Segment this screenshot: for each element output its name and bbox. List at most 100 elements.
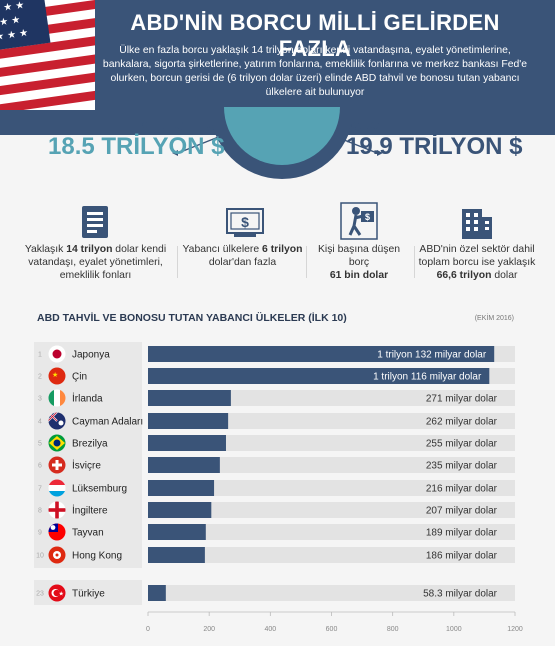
turkey-flag-icon: ★ xyxy=(48,584,66,602)
bar xyxy=(148,390,231,406)
country-label: Türkiye xyxy=(72,589,105,600)
bar-track xyxy=(148,413,515,429)
document-icon xyxy=(82,206,108,238)
bar xyxy=(148,346,495,362)
bar-row-hongkong: 10 Hong Kong 186 milyar dolar xyxy=(36,546,515,564)
debt-label: BORÇ xyxy=(344,119,380,133)
brazil-flag-icon xyxy=(48,434,66,452)
gauge-fill xyxy=(224,107,340,165)
data-label: 235 milyar dolar xyxy=(426,461,498,472)
bar-row-cayman: 4 Cayman Adaları 262 milyar dolar xyxy=(38,412,515,430)
bar xyxy=(148,368,490,384)
bar-row-china: 2 ★ Çin 1 trilyon 116 milyar dolar xyxy=(38,367,515,385)
stat-domestic-debt: Yaklaşık 14 trilyon dolar kendi vatandaş… xyxy=(24,244,167,281)
country-label: Tayvan xyxy=(72,528,104,539)
bar-track xyxy=(148,435,515,451)
svg-text:$: $ xyxy=(241,214,249,230)
rank-label: 7 xyxy=(38,486,42,493)
china-flag-icon: ★ xyxy=(48,367,66,385)
hongkong-flag-icon xyxy=(48,546,66,564)
debt-pointer xyxy=(333,135,378,154)
data-label: 1 trilyon 116 milyar dolar xyxy=(373,372,482,383)
stat-divider xyxy=(414,246,415,278)
stat-debt-per-capita: Kişi başına düşen borç 61 bin dolar xyxy=(317,244,401,281)
svg-text:★: ★ xyxy=(59,591,64,598)
rank-label: 10 xyxy=(36,553,44,560)
rank-label: 1 xyxy=(38,352,42,359)
japan-flag-icon xyxy=(48,345,66,363)
bar xyxy=(148,457,220,473)
bar-row-switzerland: 6 İsviçre 235 milyar dolar xyxy=(38,456,515,474)
income-value: 18.5 TRİLYON $ xyxy=(48,133,225,160)
bar xyxy=(148,435,226,451)
rank-label: 2 xyxy=(38,374,42,381)
data-label: 207 milyar dolar xyxy=(426,506,498,517)
bar-row-luxembourg: 7 Lüksemburg 216 milyar dolar xyxy=(38,479,515,497)
bar-track xyxy=(148,457,515,473)
usa-flag-decoration: ★ ★ ★ ★ ★ ★ ★ ★ ★ xyxy=(0,0,95,110)
rank-label: 3 xyxy=(38,396,42,403)
balance-gauge xyxy=(172,107,383,179)
income-pointer xyxy=(177,135,222,154)
bar xyxy=(148,524,206,540)
data-label: 189 milyar dolar xyxy=(426,528,498,539)
stat-foreign-debt: Yabancı ülkelere 6 trilyon dolar'dan faz… xyxy=(182,244,303,268)
person-debt-icon: $ xyxy=(340,202,378,240)
country-label: Çin xyxy=(72,372,87,383)
switzerland-flag-icon xyxy=(48,456,66,474)
data-label: 216 milyar dolar xyxy=(426,484,498,495)
rank-label: 5 xyxy=(38,441,42,448)
svg-text:$: $ xyxy=(365,212,370,222)
bar xyxy=(148,413,229,429)
stat-total-debt: ABD'nin özel sektör dahil toplam borcu i… xyxy=(418,244,536,281)
stat-divider xyxy=(306,246,307,278)
data-label: 1 trilyon 132 milyar dolar xyxy=(377,350,487,361)
bar-row-brazil: 5 Brezilya 255 milyar dolar xyxy=(38,434,515,452)
bar xyxy=(148,502,212,518)
svg-text:★ ★ ★: ★ ★ ★ xyxy=(0,28,29,44)
luxembourg-flag-icon xyxy=(48,479,66,497)
bar xyxy=(148,585,166,601)
bar-row-england: 8 İngiltere 207 milyar dolar xyxy=(38,501,515,519)
country-label: İngiltere xyxy=(72,504,108,517)
page-subtitle: Ülke en fazla borcu yaklaşık 14 trilyon … xyxy=(102,45,528,98)
page-title: ABD'NİN BORCU MİLLİ GELİRDEN FAZLA xyxy=(130,10,500,61)
chart-title: ABD TAHVİL VE BONOSU TUTAN YABANCI ÜLKEL… xyxy=(37,312,347,324)
svg-text:★ ★ ★: ★ ★ ★ xyxy=(0,0,25,15)
x-tick-label: 800 xyxy=(387,626,399,633)
chart-date: (EKİM 2016) xyxy=(474,315,514,322)
bar-row-turkey: 23 ★ Türkiye 58.3 milyar dolar xyxy=(36,584,515,602)
building-icon xyxy=(462,209,492,239)
rank-label: 6 xyxy=(38,463,42,470)
bar-track xyxy=(148,524,515,540)
header-banner: ★ ★ ★ ★ ★ ★ ★ ★ ★ ABD'NİN BORCU MİLLİ GE… xyxy=(0,0,555,135)
data-label: 186 milyar dolar xyxy=(426,551,498,562)
country-label: İrlanda xyxy=(72,392,103,405)
x-tick-label: 400 xyxy=(264,626,276,633)
stat-divider xyxy=(177,246,178,278)
data-label: 271 milyar dolar xyxy=(426,394,498,405)
country-label: Japonya xyxy=(72,350,110,361)
country-label: Brezilya xyxy=(72,439,108,450)
x-tick-label: 600 xyxy=(326,626,338,633)
svg-text:★: ★ xyxy=(52,371,58,379)
rank-label: 9 xyxy=(38,530,42,537)
debt-value: 19.9 TRİLYON $ xyxy=(346,133,523,160)
ireland-flag-icon xyxy=(48,389,66,407)
bar-track xyxy=(148,390,515,406)
data-label: 262 milyar dolar xyxy=(426,417,498,428)
country-label: Hong Kong xyxy=(72,551,122,562)
x-tick-label: 1200 xyxy=(507,626,523,633)
country-label: İsviçre xyxy=(72,459,101,472)
bar-row-japan: 1 Japonya 1 trilyon 132 milyar dolar xyxy=(38,345,515,363)
data-label: 255 milyar dolar xyxy=(426,439,498,450)
bar-track xyxy=(148,502,515,518)
x-tick-label: 1000 xyxy=(446,626,462,633)
country-label: Cayman Adaları xyxy=(72,417,143,428)
rank-label: 8 xyxy=(38,508,42,515)
bar-track xyxy=(148,547,515,563)
data-label: 58.3 milyar dolar xyxy=(423,589,498,600)
bar xyxy=(148,547,205,563)
bar-track xyxy=(148,585,515,601)
